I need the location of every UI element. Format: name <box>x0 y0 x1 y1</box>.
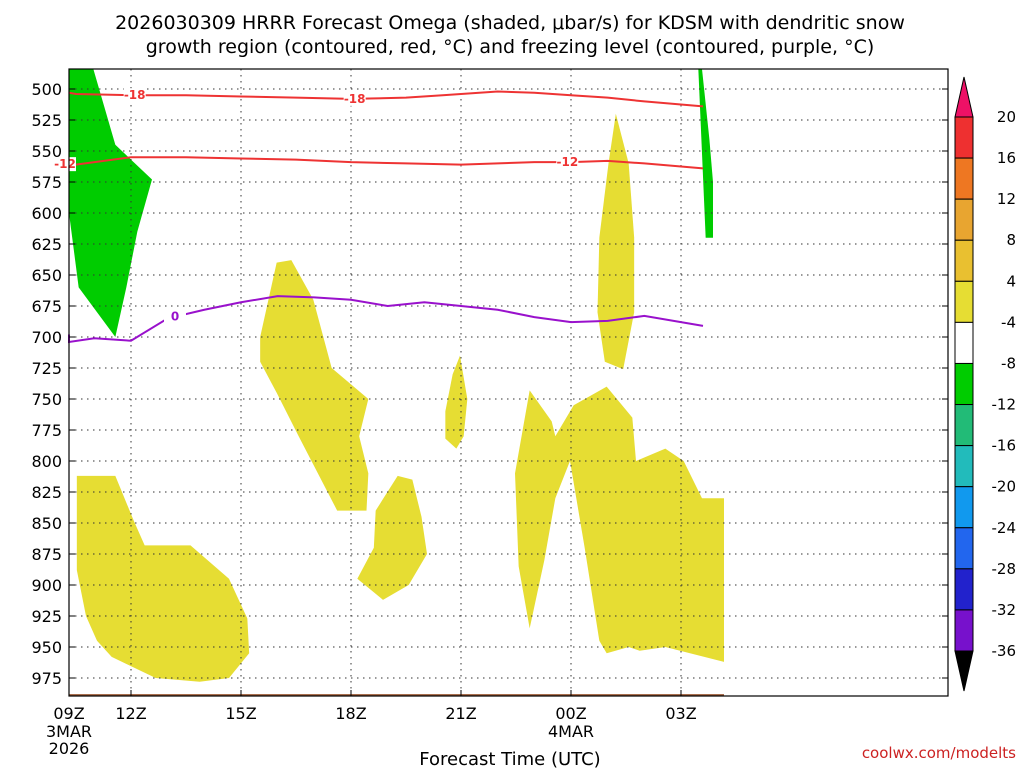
omega-region-3 <box>260 260 369 511</box>
colorbar-segment <box>954 321 974 364</box>
x-tick-label: 09Z <box>53 704 84 723</box>
y-tick-label: 775 <box>31 421 62 440</box>
temperature-contours: -18 -18 -12 -12 0 <box>54 88 704 344</box>
y-tick-label: 975 <box>31 669 62 688</box>
omega-region-0 <box>69 69 152 337</box>
x-tick-label: 12Z <box>115 704 146 723</box>
colorbar-label: -16 <box>992 437 1017 455</box>
contour-label: -12 <box>54 157 76 171</box>
colorbar-label: -4 <box>1001 313 1016 331</box>
colorbar-label: -20 <box>992 478 1017 496</box>
colorbar-segment <box>954 404 974 447</box>
colorbar-label: 20 <box>997 108 1016 126</box>
y-tick-label: 950 <box>31 638 62 657</box>
x-tick-label: 21Z <box>445 704 476 723</box>
contour-label-bg <box>556 155 579 170</box>
y-tick-label: 550 <box>31 142 62 161</box>
colorbar-segment <box>954 239 974 282</box>
chart-title-line1: 2026030309 HRRR Forecast Omega (shaded, … <box>115 12 905 34</box>
y-tick-label: 525 <box>31 111 62 130</box>
colorbar-label: -28 <box>992 560 1017 578</box>
colorbar-segment <box>954 362 974 406</box>
x-axis-label: Forecast Time (UTC) <box>419 749 600 768</box>
contour-label-bg <box>54 157 76 172</box>
contour-label: -18 <box>124 88 146 102</box>
x-tick-label: 18Z <box>335 704 366 723</box>
colorbar-label: -8 <box>1001 354 1016 372</box>
colorbar-segment <box>954 445 974 488</box>
colorbar-label: -32 <box>992 601 1017 619</box>
colorbar-segment <box>954 568 974 611</box>
contour-line-0 <box>68 90 704 108</box>
contour-label: -18 <box>344 92 366 106</box>
colorbar-label: 16 <box>997 149 1016 167</box>
contour-label-bg <box>164 309 186 324</box>
colorbar-segment <box>954 198 974 241</box>
y-tick-label: 925 <box>31 607 62 626</box>
y-tick-label: 675 <box>31 297 62 316</box>
y-tick-label: 500 <box>31 80 62 99</box>
contour-line-2 <box>68 295 704 344</box>
colorbar-label: -36 <box>992 642 1017 660</box>
pressure-axis: 500 525 550 575 600 625 650 675 700 725 750 775 800 8… <box>31 80 948 688</box>
colorbar-label: -12 <box>992 396 1017 414</box>
plot-frame <box>68 68 949 697</box>
colorbar-segment <box>954 280 974 323</box>
omega-region-7 <box>597 113 635 370</box>
colorbar-label: 4 <box>1006 272 1016 290</box>
x-tick-sublabel: 2026 <box>49 739 90 758</box>
y-tick-label: 575 <box>31 173 62 192</box>
x-tick-label: 00Z <box>555 704 586 723</box>
colorbar-segment <box>954 609 974 652</box>
watermark: coolwx.com/modelts <box>862 744 1016 762</box>
y-tick-label: 600 <box>31 204 62 223</box>
x-tick-sublabel: 3MAR <box>46 722 92 741</box>
x-tick-sublabel: 4MAR <box>548 722 594 741</box>
y-tick-label: 825 <box>31 483 62 502</box>
y-tick-label: 700 <box>31 328 62 347</box>
contour-label: -12 <box>556 155 578 169</box>
omega-region-2 <box>76 475 250 682</box>
contour-label-bg <box>343 91 366 106</box>
omega-region-5 <box>357 475 427 600</box>
contour-line-1 <box>68 156 704 170</box>
omega-region-4 <box>445 355 468 449</box>
x-tick-label: 03Z <box>665 704 696 723</box>
colorbar: 20 16 12 8 4 -4 -8 -12 -16 -20 -24 -28 -32 -36 <box>954 76 1017 692</box>
contour-label: 0 <box>171 310 179 324</box>
omega-region-6 <box>515 386 724 662</box>
y-tick-label: 800 <box>31 452 62 471</box>
y-tick-label: 875 <box>31 545 62 564</box>
colorbar-label: 8 <box>1006 231 1016 249</box>
colorbar-bottom-arrow <box>954 650 974 692</box>
y-tick-label: 750 <box>31 390 62 409</box>
colorbar-segment <box>954 116 974 159</box>
colorbar-label: 12 <box>997 190 1016 208</box>
colorbar-segment <box>954 157 974 200</box>
colorbar-segment <box>954 486 974 529</box>
plot-grid <box>69 69 948 696</box>
contour-label-bg <box>123 88 146 103</box>
colorbar-segment <box>954 527 974 570</box>
chart-title-line2: growth region (contoured, red, °C) and f… <box>146 36 875 58</box>
y-tick-label: 650 <box>31 266 62 285</box>
x-tick-label: 15Z <box>225 704 256 723</box>
y-tick-label: 850 <box>31 514 62 533</box>
y-tick-label: 900 <box>31 576 62 595</box>
y-tick-label: 725 <box>31 359 62 378</box>
omega-region-1 <box>698 69 713 238</box>
colorbar-top-arrow <box>954 76 974 118</box>
y-tick-label: 625 <box>31 235 62 254</box>
colorbar-label: -24 <box>992 519 1017 537</box>
